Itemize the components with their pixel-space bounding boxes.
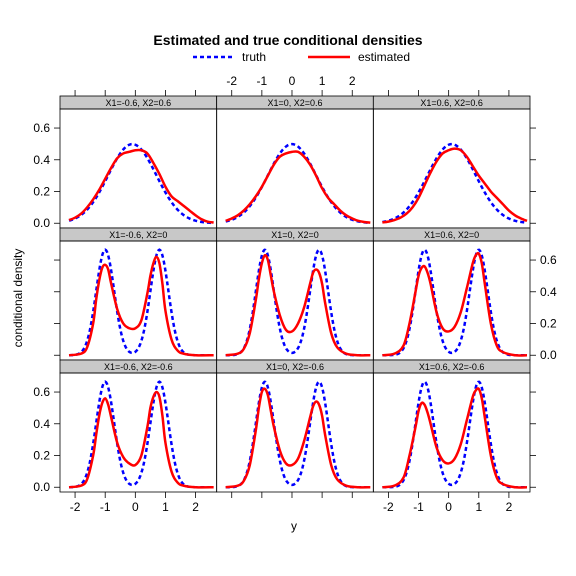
y-tick-label: 0.2 — [33, 449, 50, 463]
x-tick-label: 0 — [289, 74, 296, 88]
series-line-estimated — [382, 251, 528, 357]
panel-strip-label: X1=-0.6, X2=0 — [109, 230, 167, 240]
x-tick-label: -2 — [226, 74, 237, 88]
panel-strip-label: X1=0, X2=0 — [271, 230, 319, 240]
x-tick-label: -1 — [100, 500, 111, 514]
panel: X1=0, X2=0 — [216, 227, 374, 361]
x-axis-label: y — [291, 519, 297, 533]
y-axis-label: conditional density — [11, 249, 25, 348]
panel-strip-label: X1=0.6, X2=0 — [424, 230, 479, 240]
series-line-estimated — [225, 253, 371, 357]
y-tick-label: 0.2 — [33, 185, 50, 199]
x-tick-label: -1 — [413, 500, 424, 514]
y-tick-label: 0.4 — [33, 153, 50, 167]
axes: -2 -1 0 1 2 -2 -1 0 1 2 -2 -1 0 1 2 0.0 0.2 0.4 0.6 0.0 0.2 0… — [33, 74, 557, 514]
series-line-estimated — [225, 387, 371, 489]
x-tick-label: 1 — [319, 74, 326, 88]
y-tick-label: 0.6 — [33, 385, 50, 399]
series-line-estimated — [68, 390, 214, 489]
x-tick-label: 0 — [132, 500, 139, 514]
x-tick-label: -2 — [383, 500, 394, 514]
panel-strip-label: X1=-0.6, X2=-0.6 — [104, 362, 173, 372]
panel-grid: X1=-0.6, X2=0.6 X1=0, X2=0.6 X1=0.6, X2=0.… — [59, 95, 531, 493]
panel: X1=-0.6, X2=-0.6 — [59, 359, 218, 493]
chart-legend: truth estimated — [193, 50, 410, 64]
series-line-truth — [382, 142, 528, 224]
panel-strip-label: X1=0.6, X2=-0.6 — [419, 362, 485, 372]
y-tick-label: 0.6 — [33, 121, 50, 135]
series-line-estimated — [382, 147, 528, 224]
chart-title: Estimated and true conditional densities — [153, 32, 422, 48]
y-tick-label: 0.6 — [540, 253, 557, 267]
x-tick-label: 2 — [349, 74, 356, 88]
panel: X1=-0.6, X2=0.6 — [59, 95, 218, 229]
panel-strip-label: X1=0.6, X2=0.6 — [420, 98, 483, 108]
series-line-estimated — [225, 150, 371, 224]
panel: X1=0.6, X2=-0.6 — [372, 359, 531, 493]
x-tick-label: 2 — [506, 500, 513, 514]
series-line-estimated — [382, 387, 528, 489]
panel: X1=0, X2=0.6 — [216, 95, 374, 229]
x-tick-label: 1 — [475, 500, 482, 514]
x-tick-label: 1 — [162, 500, 169, 514]
series-line-estimated — [68, 255, 214, 357]
panel-border — [372, 372, 531, 493]
series-line-truth — [225, 142, 371, 225]
x-tick-label: -2 — [70, 500, 81, 514]
series-line-estimated — [68, 148, 214, 224]
legend-estimated-label: estimated — [358, 50, 410, 64]
panel: X1=-0.6, X2=0 — [59, 227, 218, 361]
y-tick-label: 0.0 — [540, 348, 557, 362]
panel-strip-label: X1=0, X2=0.6 — [267, 98, 322, 108]
y-tick-label: 0.0 — [33, 216, 50, 230]
y-tick-label: 0.4 — [540, 285, 557, 299]
y-tick-label: 0.4 — [33, 417, 50, 431]
legend-truth-label: truth — [242, 50, 266, 64]
y-tick-label: 0.0 — [33, 480, 50, 494]
x-tick-label: -1 — [257, 74, 268, 88]
panel-strip-label: X1=-0.6, X2=0.6 — [106, 98, 172, 108]
panel: X1=0.6, X2=0 — [372, 227, 531, 361]
panel-strip-label: X1=0, X2=-0.6 — [266, 362, 324, 372]
y-tick-label: 0.2 — [540, 317, 557, 331]
x-tick-label: 2 — [192, 500, 199, 514]
x-tick-label: 0 — [445, 500, 452, 514]
